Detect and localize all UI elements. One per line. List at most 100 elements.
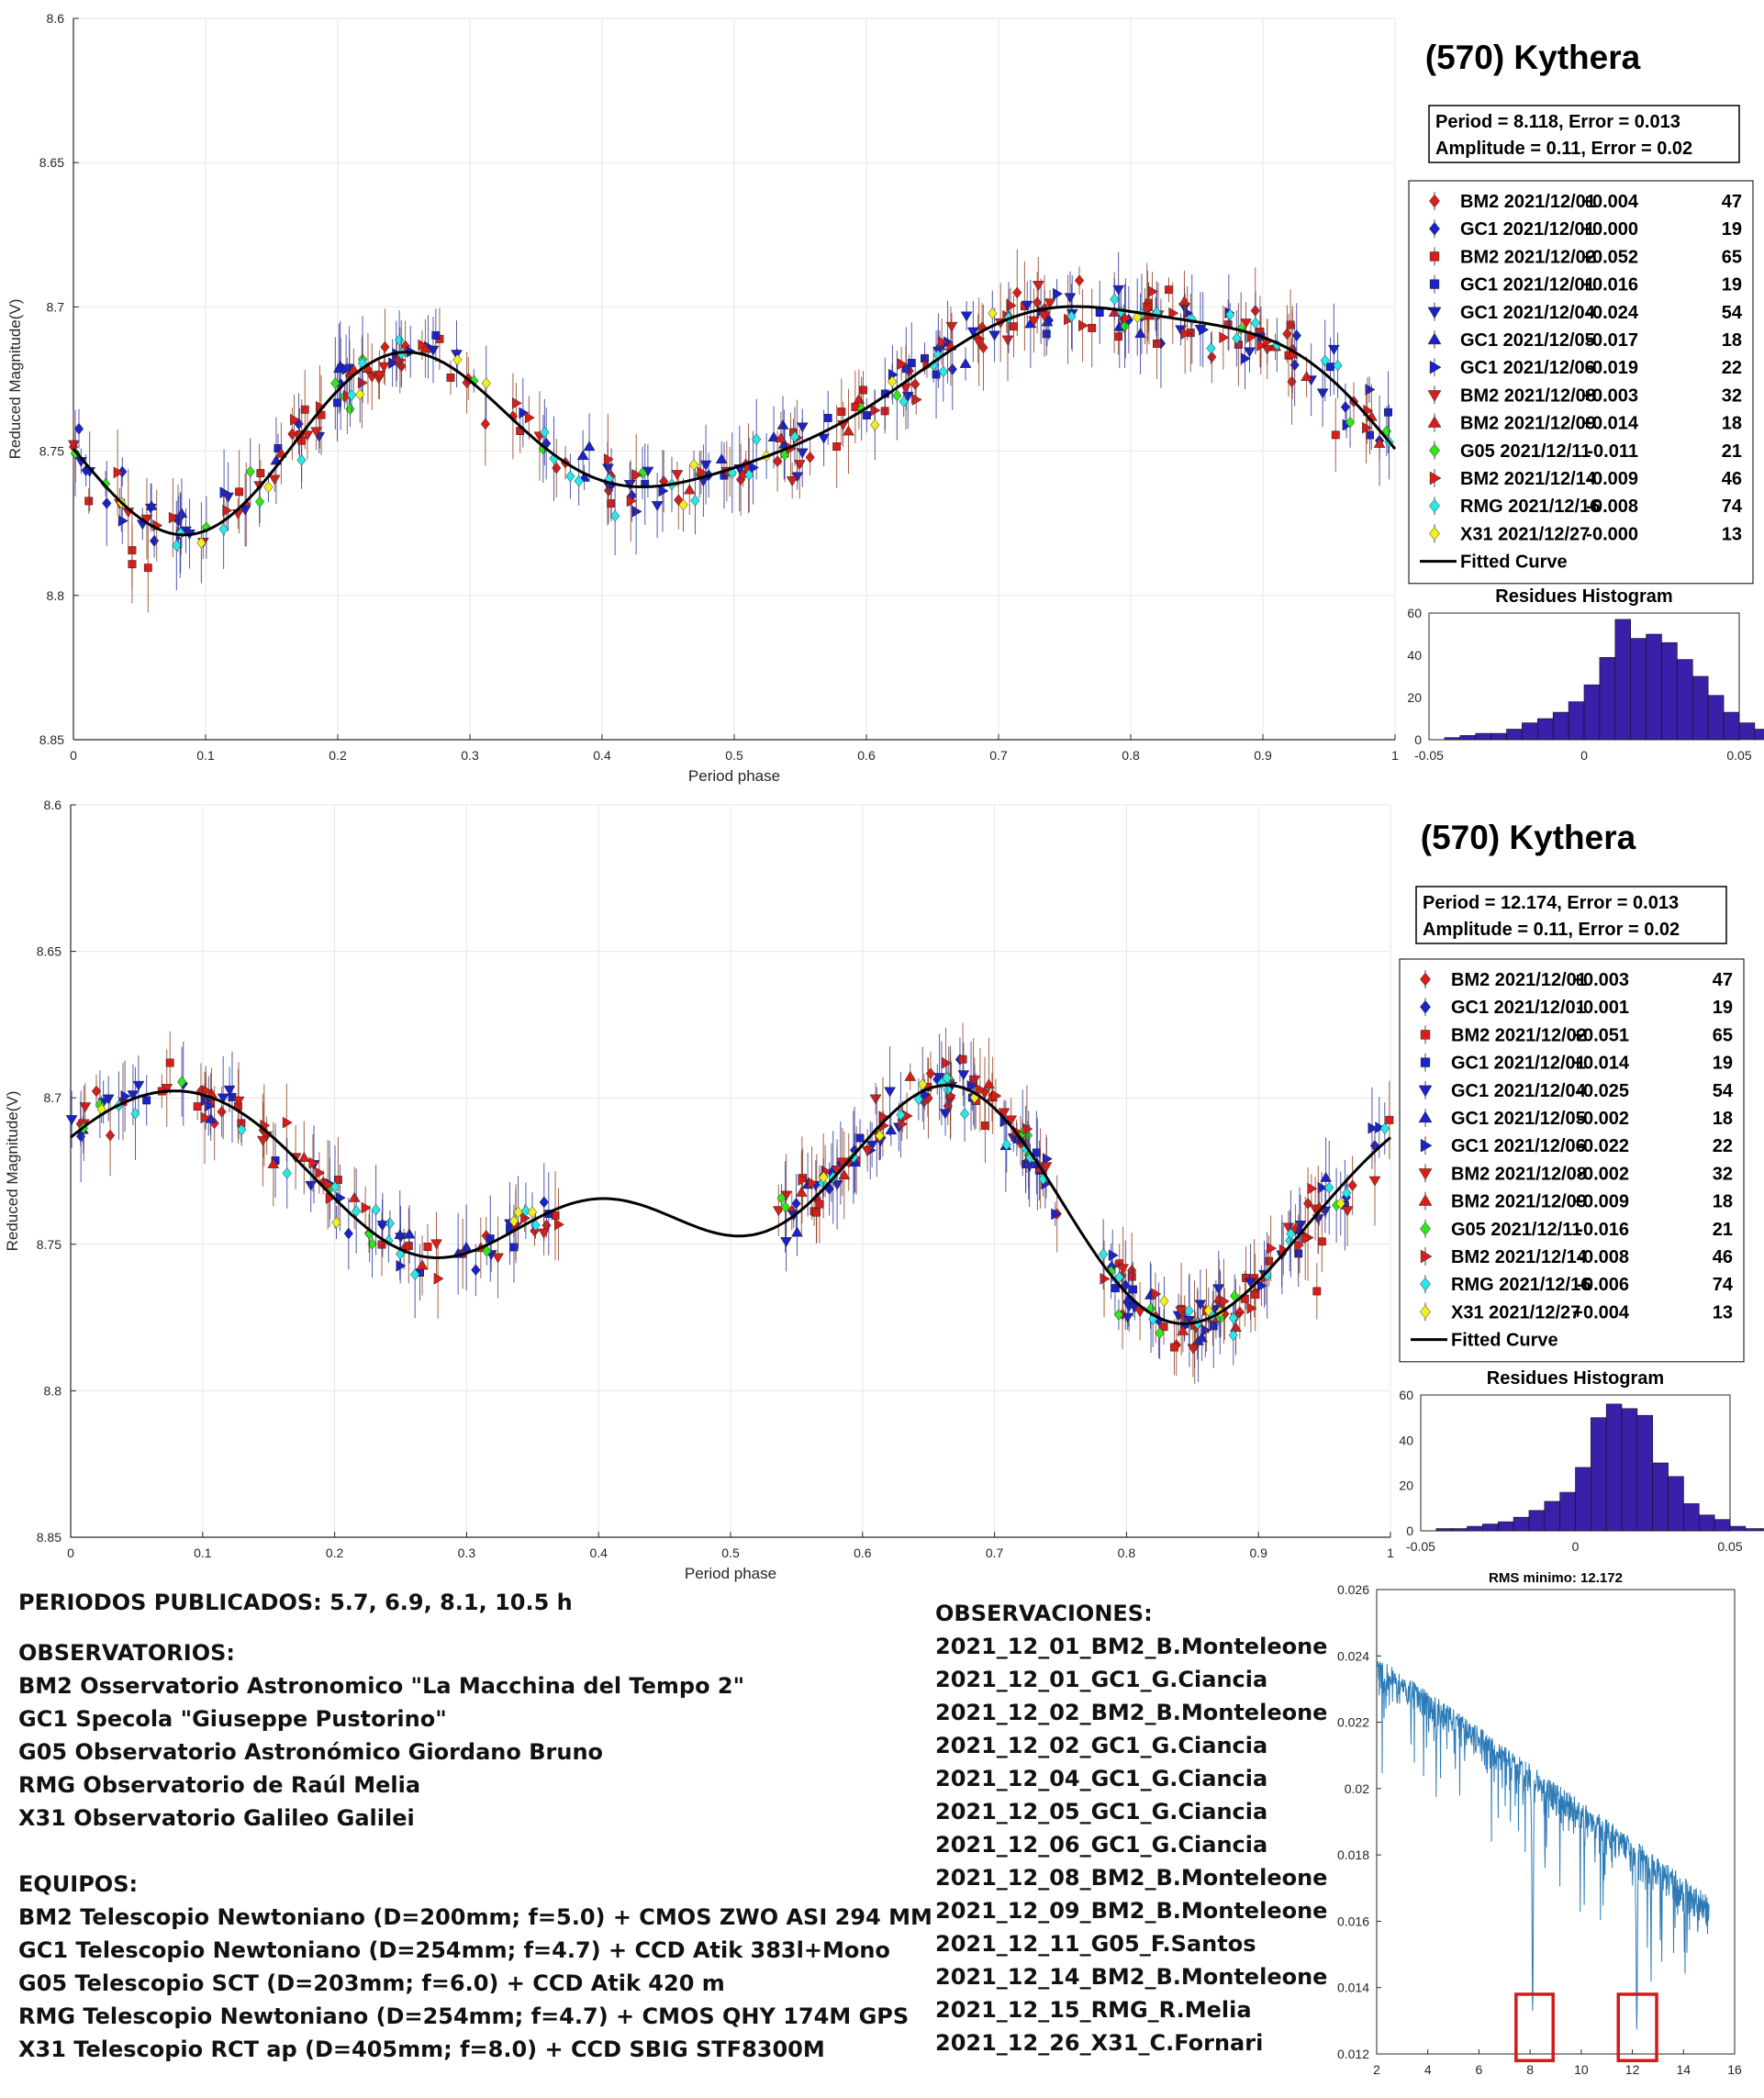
histogram-bar	[1599, 656, 1616, 741]
data-point	[1113, 1309, 1124, 1321]
data-point	[780, 1200, 790, 1213]
observacion-line: 2021_12_26_X31_C.Fornari	[935, 2030, 1264, 2056]
data-point	[1326, 363, 1334, 372]
legend-label: G05 2021/12/11	[1451, 1220, 1581, 1240]
data-point	[945, 321, 958, 332]
y-tick-label: 8.7	[47, 299, 65, 314]
fitted-curve	[70, 1084, 1391, 1325]
data-point	[355, 388, 365, 401]
data-point	[296, 453, 307, 466]
data-point	[481, 1230, 491, 1242]
data-point	[287, 428, 297, 441]
data-point	[508, 1215, 519, 1228]
legend-marker	[1429, 251, 1440, 262]
chart-title: (570) Kythera	[1425, 39, 1641, 76]
histogram-bar	[1699, 1514, 1715, 1532]
data-point	[603, 453, 614, 465]
data-point	[84, 497, 94, 506]
legend-label: BM2 2021/12/08	[1460, 385, 1596, 406]
legend-marker	[1429, 443, 1440, 458]
data-point	[1301, 1232, 1312, 1244]
legend-offset: +0.000	[1581, 219, 1638, 240]
data-point	[380, 340, 390, 353]
data-point	[394, 334, 405, 346]
data-point	[892, 389, 902, 402]
legend-marker	[1427, 416, 1442, 428]
chart-title: (570) Kythera	[1421, 819, 1636, 856]
data-point	[901, 391, 914, 402]
observaciones-block: OBSERVACIONES: 2021_12_01_BM2_B.Monteleo…	[935, 1597, 1327, 2059]
data-point	[772, 455, 783, 468]
observacion-line: 2021_12_09_BM2_B.Monteleone	[935, 1898, 1328, 1924]
x-tick-label: 0.6	[854, 1546, 872, 1560]
data-point	[1117, 1264, 1130, 1275]
data-point	[870, 404, 881, 417]
data-point	[988, 307, 998, 319]
histogram-bar	[1621, 1408, 1638, 1532]
legend-offset: +0.003	[1581, 385, 1638, 406]
data-point	[897, 358, 908, 371]
histogram-bar	[1444, 737, 1461, 741]
legend-label: BM2 2021/12/14	[1460, 469, 1597, 489]
histogram-x-tick: 0.05	[1726, 748, 1751, 763]
data-point	[217, 1093, 229, 1104]
rms-y-tick: 0.018	[1337, 1847, 1369, 1862]
data-point	[815, 1200, 824, 1209]
data-point	[1294, 1221, 1307, 1232]
data-point	[256, 1135, 269, 1146]
legend-count: 54	[1713, 1081, 1734, 1101]
histogram-bar	[1568, 701, 1585, 741]
data-point	[1256, 339, 1267, 352]
legend-count: 19	[1713, 1054, 1733, 1074]
legend-offset: -0.000	[1586, 524, 1638, 544]
legend-offset: +0.009	[1572, 1192, 1629, 1212]
histogram-bar	[1497, 1521, 1514, 1532]
data-point	[310, 427, 323, 438]
data-point	[1180, 328, 1191, 340]
data-point	[966, 1079, 977, 1092]
data-point	[308, 1156, 319, 1169]
legend-offset: -0.019	[1586, 358, 1638, 378]
x-tick-label: 0.8	[1122, 748, 1140, 763]
y-tick-label: 8.6	[47, 11, 65, 26]
data-point	[530, 1224, 540, 1237]
legend-marker	[1429, 498, 1440, 513]
data-point	[65, 1115, 78, 1126]
data-point	[1053, 287, 1064, 300]
data-point	[1240, 318, 1252, 329]
legend-count: 19	[1722, 219, 1742, 240]
rms-y-tick: 0.012	[1337, 2047, 1369, 2061]
data-point	[744, 468, 754, 481]
data-point	[658, 485, 669, 497]
legend-offset: +0.004	[1572, 1302, 1630, 1322]
data-point	[887, 375, 898, 388]
legend-count: 54	[1722, 303, 1743, 323]
rms-y-tick: 0.026	[1337, 1582, 1369, 1597]
legend-offset: -0.002	[1577, 1164, 1629, 1184]
x-tick-label: 0	[70, 748, 77, 763]
data-point	[290, 413, 301, 426]
histogram-bar	[1544, 1501, 1560, 1532]
data-point	[1110, 293, 1120, 306]
data-point	[446, 374, 455, 382]
histogram-bar	[1506, 729, 1523, 741]
data-point	[1074, 274, 1085, 287]
histogram-bar	[1646, 633, 1662, 741]
histogram-bar	[1482, 1523, 1499, 1532]
data-point	[511, 396, 522, 409]
data-point	[217, 1106, 227, 1118]
rms-x-tick: 2	[1373, 2062, 1380, 2077]
data-point	[373, 370, 385, 381]
data-point	[1078, 319, 1089, 332]
data-point	[1362, 421, 1373, 434]
x-axis-label: Period phase	[685, 1565, 776, 1582]
data-point	[237, 1123, 247, 1136]
legend-offset: +0.004	[1581, 192, 1639, 212]
histogram-bar	[1537, 718, 1554, 741]
legend-count: 18	[1713, 1109, 1733, 1129]
data-point	[1301, 371, 1313, 381]
data-point	[168, 511, 179, 524]
histogram-y-tick: 0	[1414, 732, 1422, 747]
observacion-line: 2021_12_15_RMG_R.Melia	[935, 1997, 1252, 2023]
data-point	[697, 466, 708, 479]
